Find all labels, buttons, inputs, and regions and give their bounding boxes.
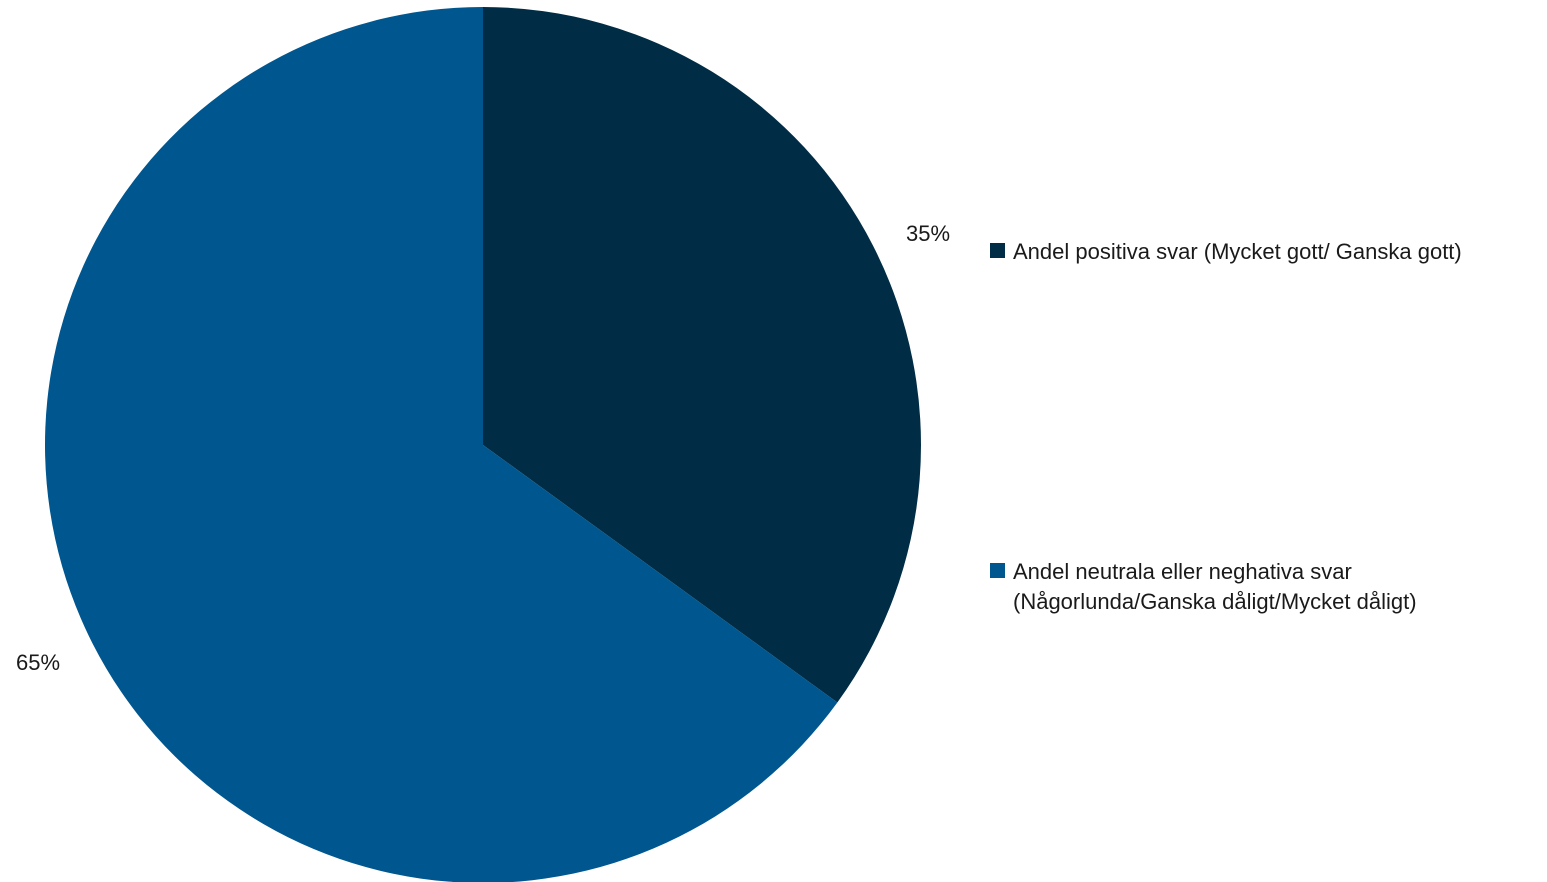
legend-label-neutral-negative-line-1: Andel neutrala eller neghativa svar	[1013, 559, 1352, 584]
legend-label-neutral-negative-line-2: (Någorlunda/Ganska dåligt/Mycket dåligt)	[1013, 589, 1417, 614]
legend-item-neutral-negative: Andel neutrala eller neghativa svar (Någ…	[990, 557, 1417, 617]
data-label-positive: 35%	[906, 221, 950, 246]
pie-slice-positive	[483, 7, 921, 703]
legend-item-positive: Andel positiva svar (Mycket gott/ Ganska…	[990, 237, 1462, 267]
pie-data-labels: 35% 65%	[16, 221, 950, 675]
legend-swatch-neutral-negative	[990, 563, 1005, 578]
legend-label-positive: Andel positiva svar (Mycket gott/ Ganska…	[1013, 237, 1462, 267]
legend-swatch-positive	[990, 243, 1005, 258]
pie-slices	[45, 7, 921, 882]
pie-slice-neutral-negative	[45, 7, 838, 882]
legend-label-neutral-negative: Andel neutrala eller neghativa svar (Någ…	[1013, 557, 1417, 617]
chart-legend: Andel positiva svar (Mycket gott/ Ganska…	[990, 0, 1540, 882]
legend-label-positive-line-1: Andel positiva svar (Mycket gott/ Ganska…	[1013, 239, 1462, 264]
data-label-neutral-negative: 65%	[16, 650, 60, 675]
